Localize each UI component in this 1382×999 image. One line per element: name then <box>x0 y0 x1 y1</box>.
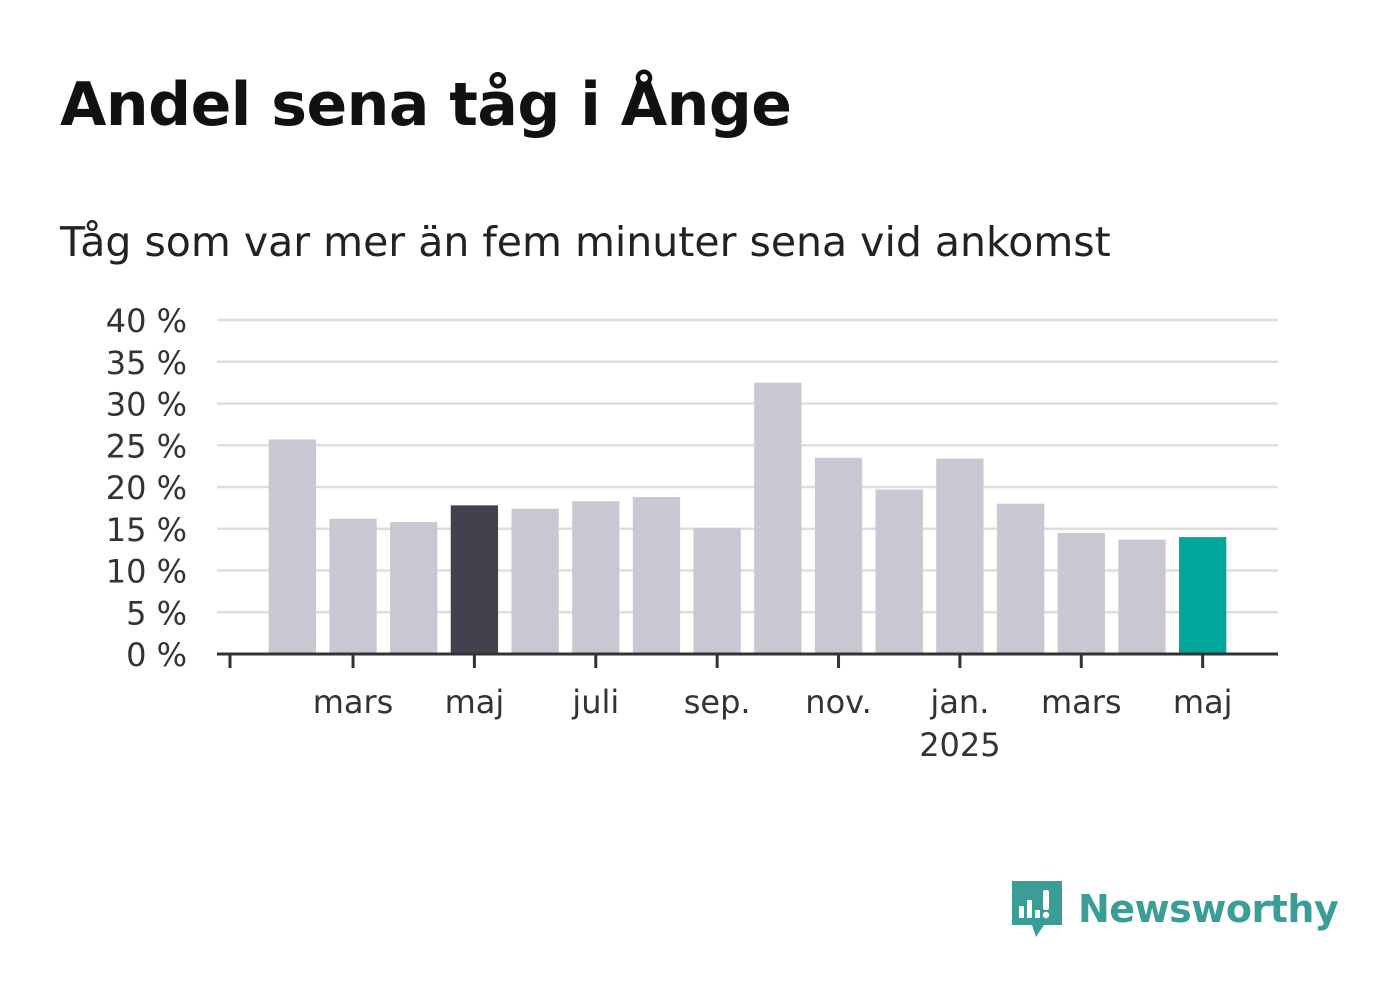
y-axis-labels: 0 % 5 %10 % 15 % 20 % 25 %30 % 35 % 40 % <box>106 302 187 674</box>
x-tick-sublabel: 2025 <box>919 726 1000 764</box>
y-tick-label: 25 % <box>106 427 187 465</box>
bar-2025-02 <box>996 503 1045 654</box>
x-tick-label: juli <box>571 683 619 721</box>
bars <box>268 382 1227 654</box>
bar-2024-06 <box>511 508 559 654</box>
y-tick-label: 35 % <box>106 344 187 382</box>
x-tick-label: mars <box>313 683 394 721</box>
x-tick-label: maj <box>1173 683 1233 721</box>
y-tick-label: 0 % <box>126 636 187 674</box>
bar-2025-04 <box>1118 539 1166 654</box>
bar-2024-03 <box>329 518 377 654</box>
y-tick-label: 40 % <box>106 302 187 340</box>
bar-2025-01 <box>936 458 984 654</box>
newsworthy-logo: Newsworthy <box>1010 878 1339 940</box>
x-tick-label: mars <box>1041 683 1122 721</box>
x-tick-label: jan. <box>929 683 989 721</box>
grid-lines <box>217 318 1278 614</box>
bar-2025-03 <box>1057 532 1105 654</box>
y-tick-label: 30 % <box>106 386 187 424</box>
y-tick-label: 20 % <box>106 469 187 507</box>
chart-title: Andel sena tåg i Ånge <box>60 70 792 140</box>
bar-2024-08 <box>632 497 681 654</box>
bar-2024-04 <box>390 522 438 654</box>
y-tick-label: 15 % <box>106 511 187 549</box>
bar-2024-05 <box>450 505 499 654</box>
x-tick-label: sep. <box>684 683 751 721</box>
y-tick-label: 10 % <box>106 553 187 591</box>
bar-2024-11 <box>814 457 863 654</box>
bar-2024-07 <box>572 501 620 654</box>
x-tick-label: nov. <box>805 683 871 721</box>
bar-2024-10 <box>754 382 802 654</box>
bar-2024-12 <box>875 489 923 654</box>
bar-2024-09 <box>693 527 741 654</box>
newsworthy-logo-icon <box>1012 881 1062 937</box>
x-tick-label: maj <box>445 683 505 721</box>
y-tick-label: 5 % <box>126 594 187 632</box>
chart-subtitle: Tåg som var mer än fem minuter sena vid … <box>60 218 1111 266</box>
brand-name: Newsworthy <box>1078 887 1339 931</box>
bar-2025-05 <box>1178 537 1227 654</box>
x-axis: mars maj juli sep. nov. jan. 2025 mars maj <box>217 652 1278 764</box>
bar-2024-02 <box>268 439 317 654</box>
